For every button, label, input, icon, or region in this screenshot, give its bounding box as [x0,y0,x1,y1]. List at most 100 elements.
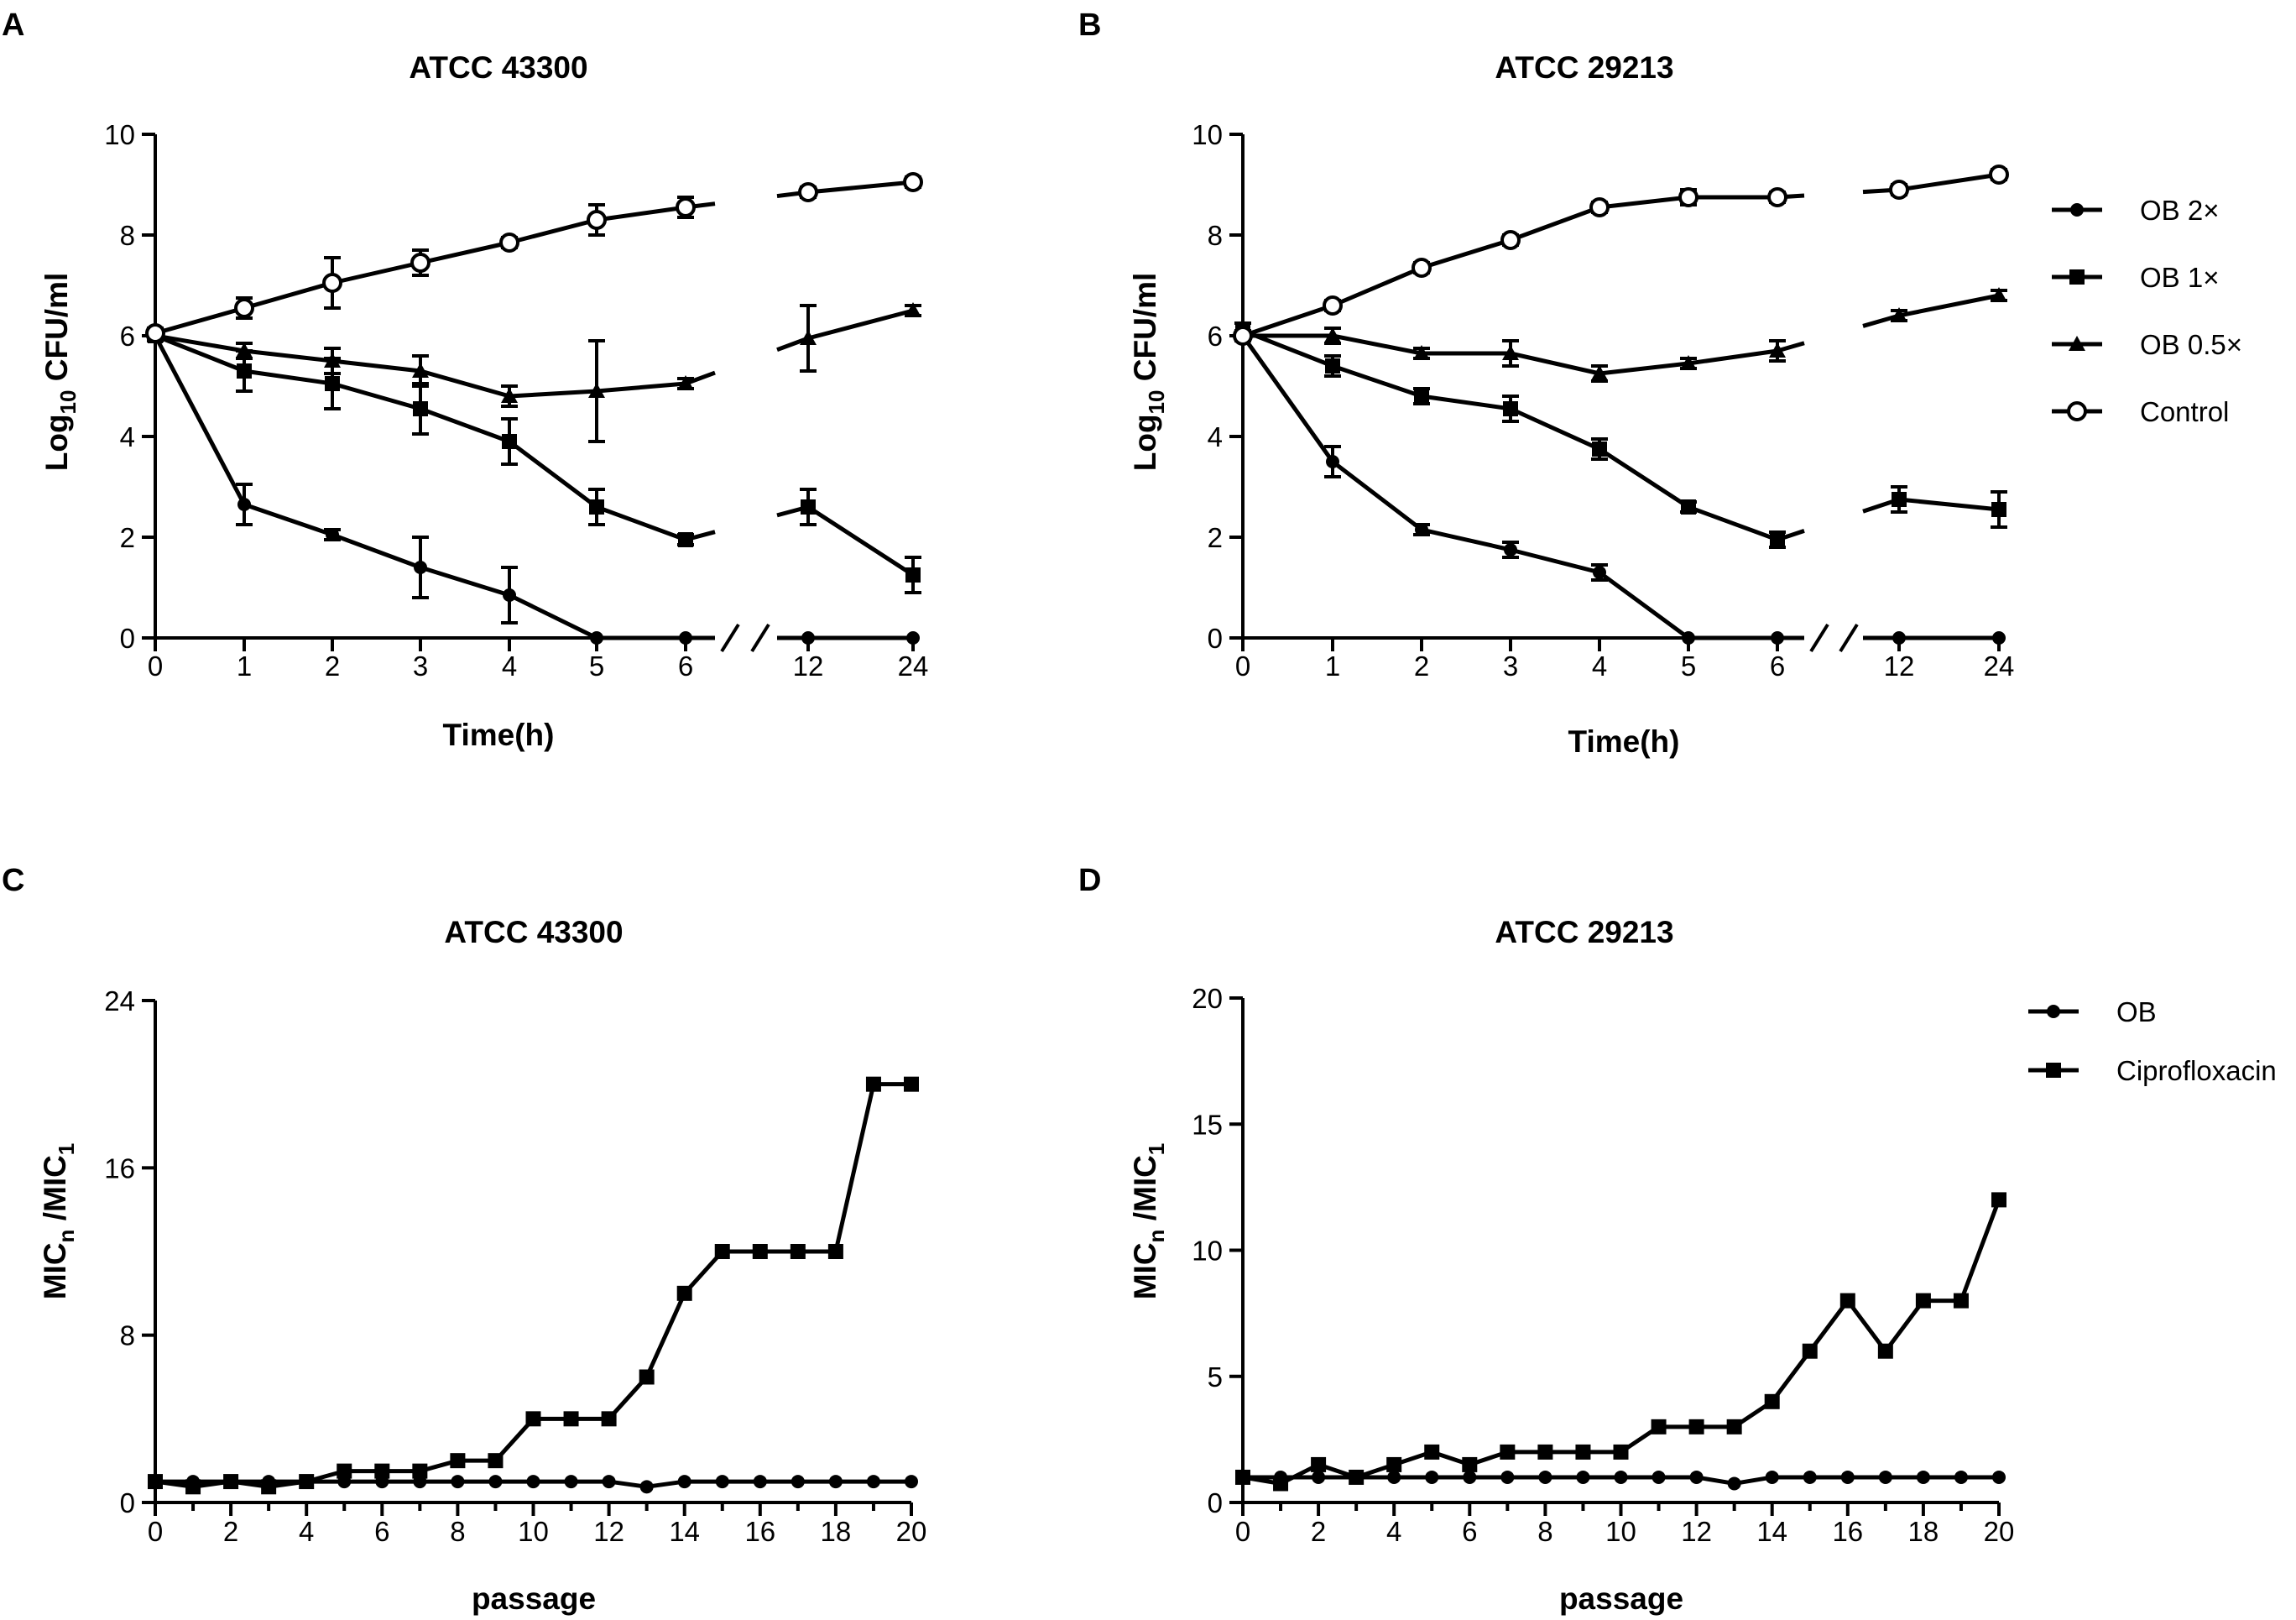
panel-b-point-ob-2-7 [1892,631,1906,645]
panel-b-point-control-4 [1589,197,1610,217]
panel-b-point-control-0 [1233,326,1253,346]
panel-b-legend-marker-ob-0-5 [2069,336,2085,351]
panel-a-point-ob-0-5-2 [324,353,341,368]
panel-c-xtick-label-20: 20 [896,1516,927,1547]
panel-b-legend-marker-ob-2 [2070,203,2084,217]
panel-a-ytick-label-6: 6 [120,321,135,352]
panel-d-ylabel-mid: /MIC [1128,1155,1162,1229]
panel-a-point-ob-2-2 [326,528,339,541]
panel-d-point-ciprofloxacin-7 [1500,1444,1516,1460]
panel-c-line-ciprofloxacin [154,1082,911,1489]
panel-d-point-ciprofloxacin-13 [1726,1419,1742,1434]
panel-a-point-ob-2-5 [590,631,603,645]
panel-d-xtick-label-2: 2 [1311,1516,1326,1547]
panel-a-xtick-label-1: 1 [237,651,252,682]
panel-a-point-control-3 [410,253,430,273]
panel-c-xtick-label-4: 4 [299,1516,314,1547]
panel-d-ytick-label-20: 20 [1192,983,1223,1014]
panel-b-legend-label-ob-1: OB 1× [2140,262,2219,293]
panel-d-point-ciprofloxacin-0 [1235,1469,1250,1485]
panel-c-point-ciprofloxacin-5 [337,1463,352,1479]
panel-d-xtick-label-8: 8 [1537,1516,1552,1547]
panel-b-ylabel: Log10 CFU/ml [1128,273,1169,472]
panel-d-point-ciprofloxacin-16 [1839,1293,1855,1309]
panel-b-ylabel-main: Log [1128,414,1162,471]
panel-a-ytick-label-4: 4 [120,421,135,452]
panel-d-legend-marker-ciprofloxacin [2046,1063,2061,1078]
panel-b-point-ob-2-2 [1415,523,1428,536]
panel-a-series-control [145,172,923,343]
panel-b-point-ob-0-5-7 [1891,307,1907,322]
panel-d-xtick-label-10: 10 [1605,1516,1636,1547]
panel-b-series-control [1233,165,2009,346]
panel-d-point-ob-18 [1916,1470,1930,1484]
panel-b-point-control-3 [1500,230,1521,250]
panel-a-axis-break-0 [720,623,740,653]
panel-b-point-ob-2-3 [1504,543,1517,557]
panel-b-point-control-5 [1678,187,1699,207]
panel-d-point-ob-19 [1954,1470,1968,1484]
panel-a-point-control-6 [676,197,696,217]
panel-d-point-ciprofloxacin-3 [1349,1469,1365,1485]
panel-d-point-ciprofloxacin-1 [1273,1476,1289,1492]
panel-a-point-ob-1-3 [413,401,428,416]
panel-b-point-ob-0-5-1 [1324,327,1341,342]
panel-c-point-ciprofloxacin-12 [601,1411,617,1427]
panel-d-point-ob-20 [1992,1470,2006,1484]
panel-d-ylabel-sub-n: n [1144,1230,1169,1243]
panel-b-point-ob-0-5-6 [1769,342,1786,358]
panel-d-ytick-label-0: 0 [1208,1487,1223,1518]
panel-d-xtick-label-0: 0 [1235,1516,1250,1547]
panel-a-series-ob-2 [147,329,920,645]
panel-c-xtick-label-10: 10 [518,1516,549,1547]
panel-c-point-ciprofloxacin-0 [148,1474,163,1490]
panel-a-series-ob-1 [147,328,921,594]
panel-b-line-ob-1-right [1862,497,2000,514]
panel-a-point-ob-0-5-8 [905,302,921,317]
panel-a-point-ob-0-5-4 [501,388,518,403]
panel-b-legend-item-ob-1: OB 1× [2052,262,2219,293]
panel-c-xtick-label-16: 16 [744,1516,775,1547]
panel-b-title: ATCC 29213 [1495,50,1673,85]
panel-d-point-ob-13 [1727,1476,1741,1491]
panel-c-point-ciprofloxacin-3 [261,1479,277,1495]
panel-c-point-ob-10 [526,1475,540,1489]
panel-a-point-ob-1-7 [801,499,816,515]
panel-a-point-ob-0-5-3 [412,363,429,378]
panel-d-legend-marker-ob [2047,1005,2060,1018]
panel-b-legend-label-ob-0-5: OB 0.5× [2140,329,2242,360]
panel-b-xtick-label-4: 4 [1592,651,1607,682]
panel-b-xtick-label-1: 1 [1325,651,1340,682]
panel-c-point-ciprofloxacin-18 [827,1244,843,1259]
panel-d-ytick-label-5: 5 [1208,1361,1223,1393]
panel-b-xlabel: Time(h) [1568,724,1680,759]
panel-c-point-ciprofloxacin-14 [676,1285,692,1301]
panel-a-point-ob-2-1 [237,498,251,511]
panel-d-title: ATCC 29213 [1495,915,1673,949]
panel-b-ytick-label-6: 6 [1208,321,1223,352]
panel-b-point-ob-1-8 [1991,502,2006,517]
panel-d-legend-label-ob: OB [2116,996,2157,1027]
panel-d-point-ob-9 [1576,1470,1590,1484]
panel-b-ytick-label-4: 4 [1208,421,1223,452]
panel-d-point-ob-2 [1312,1470,1326,1484]
panel-a-point-control-2 [322,273,342,293]
panel-c-point-ob-19 [866,1475,880,1489]
panel-b-ylabel-sub: 10 [1144,390,1169,415]
panel-d-point-ciprofloxacin-11 [1651,1419,1667,1434]
panel-b-xtick-label-12: 12 [1884,651,1915,682]
panel-b-point-ob-1-7 [1892,492,1907,507]
panel-b-point-control-1 [1323,295,1343,316]
panel-a-xtick-label-24: 24 [898,651,929,682]
panel-c-point-ciprofloxacin-15 [714,1244,730,1259]
panel-a-ytick-label-10: 10 [104,119,135,150]
panel-d-xtick-label-4: 4 [1386,1516,1401,1547]
panel-d-point-ob-6 [1463,1470,1477,1484]
panel-b-ytick-label-8: 8 [1208,220,1223,251]
panel-c-ytick-label-0: 0 [120,1487,135,1518]
panel-c-ylabel-sub-n: n [54,1230,79,1243]
panel-c-point-ob-17 [791,1475,805,1489]
panel-b-legend-item-control: Control [2052,396,2229,427]
